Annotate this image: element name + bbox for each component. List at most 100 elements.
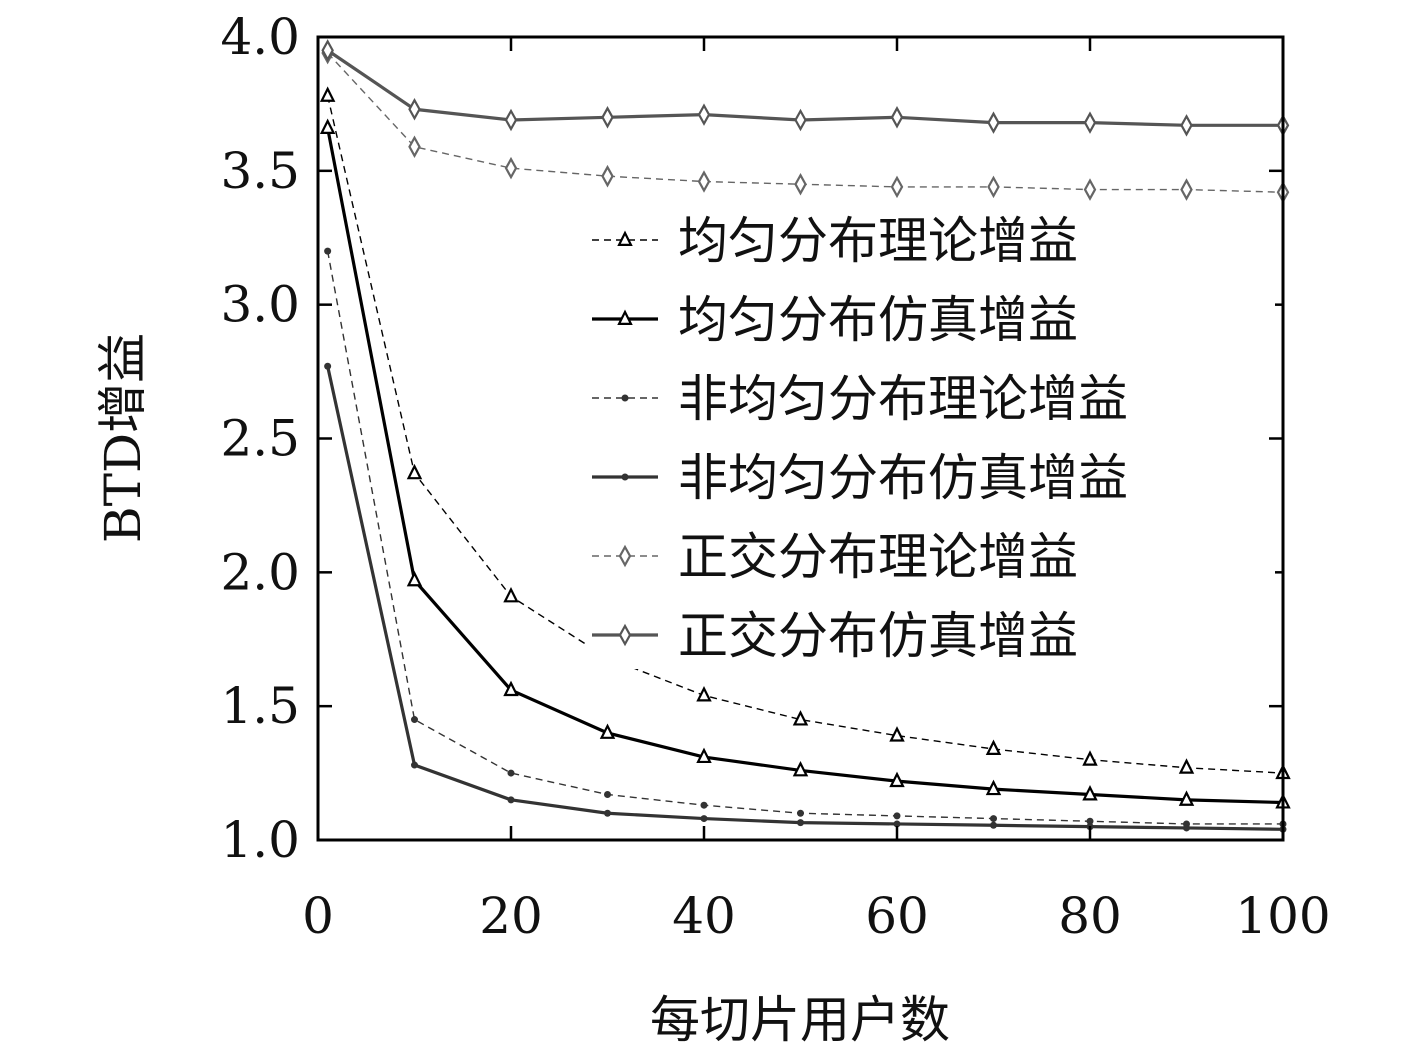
dot-marker [1183,824,1190,832]
y-tick-label: 1.5 [220,677,300,735]
triangle-marker [617,309,633,325]
diamond-marker [697,103,711,126]
legend-item: 非均匀分布理论增益 [585,362,1275,432]
diamond-marker [504,156,518,180]
diamond-marker [408,135,421,159]
series-6 [321,39,1290,137]
triangle-marker [1178,758,1195,774]
series-1 [319,86,1291,780]
tick-layer: 0 20 40 60 80 100 1.0 1.5 2.0 2.5 3.0 3.5 4.0 [220,8,1330,945]
dot-marker [893,812,901,820]
diamond-marker [408,98,421,121]
dot-marker [604,809,611,817]
diamond-marker [987,111,1000,134]
legend-background [585,441,1275,511]
series-5 [321,41,1290,204]
diamond-marker [794,108,807,132]
dot-marker [621,473,629,481]
legend-background [585,362,1275,432]
dot-marker [893,820,901,828]
series-line [326,49,1283,127]
dot-marker [797,819,804,827]
dot-marker [1086,817,1094,825]
triangle-marker [617,230,633,246]
diamond-marker [1180,178,1193,201]
triangle-marker [696,747,712,764]
triangle-marker [599,723,616,739]
x-tick-label: 40 [672,887,736,945]
dot-marker [621,394,629,402]
y-tick-label: 2.5 [220,410,300,468]
series-2 [319,118,1291,809]
diamond-marker [618,544,632,568]
legend-label: 均匀分布理论增益 [678,212,1078,270]
x-axis-title: 每切片用户数 [650,991,950,1049]
dot-marker [507,796,515,804]
legend-label: 非均匀分布仿真增益 [678,449,1128,507]
y-tick-label: 3.0 [220,276,300,334]
x-tick-label: 20 [479,887,543,945]
legend-item: 均匀分布仿真增益 [585,283,1275,353]
triangle-marker [503,586,519,603]
legend-label: 正交分布理论增益 [678,528,1078,586]
triangle-marker [1178,790,1195,806]
dot-marker [411,716,418,724]
triangle-marker [792,760,809,777]
diamond-marker [890,175,904,199]
diamond-marker [697,170,711,193]
diamond-marker [601,106,614,129]
dot-marker [324,362,332,370]
dot-marker [507,769,515,777]
diamond-marker [1083,178,1097,201]
y-tick-label: 2.0 [220,543,300,601]
diamond-marker [321,39,334,62]
legend-item: 非均匀分布仿真增益 [585,441,1275,511]
diamond-marker [1083,111,1097,134]
triangle-marker [792,710,809,726]
triangle-marker [406,570,423,587]
x-tick-label: 80 [1058,887,1122,945]
diamond-marker [504,108,518,132]
triangle-marker [406,463,423,480]
dot-marker [411,761,418,769]
x-tick-label: 60 [865,887,929,945]
diamond-marker [794,172,807,196]
legend-label: 均匀分布仿真增益 [678,291,1078,349]
triangle-marker [889,726,905,742]
diamond-marker [618,623,632,647]
y-tick-label: 3.5 [220,142,300,200]
triangle-marker [1082,785,1098,801]
dot-marker [797,809,804,817]
legend-label: 非均匀分布理论增益 [678,370,1128,428]
triangle-marker [319,118,336,135]
legend-item: 正交分布仿真增益 [585,599,1275,669]
diamond-marker [601,164,614,188]
series-layer [319,39,1291,833]
legend-item: 均匀分布理论增益 [585,204,1275,274]
legend: 均匀分布理论增益均匀分布仿真增益非均匀分布理论增益非均匀分布仿真增益正交分布理论… [585,204,1275,669]
y-axis-title: BTD增益 [94,333,152,543]
series-3 [324,247,1287,828]
diamond-marker [987,175,1000,199]
x-tick-label: 100 [1235,887,1330,945]
legend-background [585,283,1275,353]
legend-background [585,599,1275,669]
series-line [326,95,1284,774]
dot-marker [604,790,611,798]
legend-label: 正交分布仿真增益 [678,607,1078,665]
legend-item: 正交分布理论增益 [585,520,1275,590]
series-line [326,365,1284,831]
y-tick-label: 1.0 [220,811,300,869]
dot-marker [324,247,332,255]
x-tick-label: 0 [302,887,334,945]
triangle-marker [696,686,712,702]
dot-marker [700,815,708,823]
legend-background [585,520,1275,590]
diamond-marker [890,106,904,129]
dot-marker [700,801,708,809]
triangle-marker [319,86,336,102]
triangle-marker [1082,750,1098,766]
dot-marker [990,821,997,829]
